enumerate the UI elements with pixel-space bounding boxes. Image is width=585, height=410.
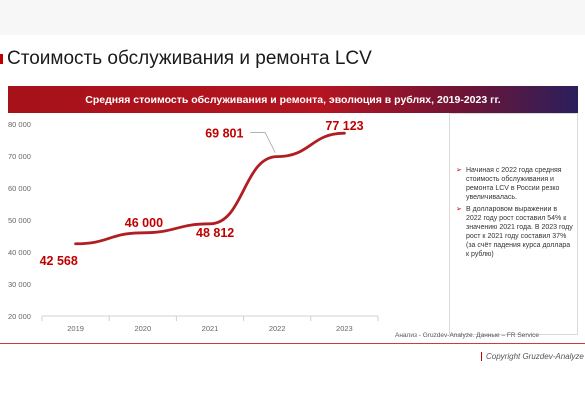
data-label: 42 568 xyxy=(40,254,78,268)
x-tick-label: 2022 xyxy=(269,324,286,333)
notes-panel: ➢ Начиная с 2022 года средняя стоимость о… xyxy=(449,113,578,335)
arrow-bullet-icon: ➢ xyxy=(456,167,462,174)
notes-list: ➢ Начиная с 2022 года средняя стоимость о… xyxy=(456,166,574,262)
y-tick-label: 40 000 xyxy=(8,248,31,257)
note-text: Начиная с 2022 года средняя стоимость об… xyxy=(466,167,562,201)
leader-line xyxy=(250,132,276,153)
y-tick-label: 80 000 xyxy=(8,120,31,129)
x-tick-label: 2020 xyxy=(134,324,151,333)
line-chart: 20 000 30 000 40 000 50 000 60 000 70 000 80 0… xyxy=(8,119,379,333)
y-tick-label: 60 000 xyxy=(8,184,31,193)
y-tick-label: 30 000 xyxy=(8,280,31,289)
x-tick-label: 2019 xyxy=(67,324,84,333)
source-note: Анализ - Gruzdev-Analyze. Данные – FR Se… xyxy=(395,332,540,339)
data-label: 69 801 xyxy=(205,127,243,141)
title-accent-mark xyxy=(0,54,3,64)
title-row: Стоимость обслуживания и ремонта LCV xyxy=(0,44,372,74)
footer-divider xyxy=(0,343,585,344)
arrow-bullet-icon: ➢ xyxy=(456,206,462,213)
y-tick-label: 70 000 xyxy=(8,152,31,161)
data-label: 48 812 xyxy=(196,226,234,240)
note-item: ➢ Начиная с 2022 года средняя стоимость о… xyxy=(456,166,574,202)
y-tick-label: 20 000 xyxy=(8,312,31,321)
note-item: ➢ В долларовом выражении в 2022 году рост… xyxy=(456,205,574,259)
top-band xyxy=(0,0,585,35)
chart-banner: Средняя стоимость обслуживания и ремонта… xyxy=(8,86,578,113)
data-label: 46 000 xyxy=(125,216,163,230)
series-line xyxy=(74,131,346,246)
y-tick-label: 50 000 xyxy=(8,216,31,225)
note-text: В долларовом выражении в 2022 году рост … xyxy=(466,206,573,258)
data-label: 77 123 xyxy=(325,119,363,133)
page-title: Стоимость обслуживания и ремонта LCV xyxy=(7,48,372,69)
copyright-text: Copyright Gruzdev-Analyze xyxy=(481,352,584,361)
x-tick-label: 2023 xyxy=(336,324,353,333)
x-tick-label: 2021 xyxy=(202,324,219,333)
